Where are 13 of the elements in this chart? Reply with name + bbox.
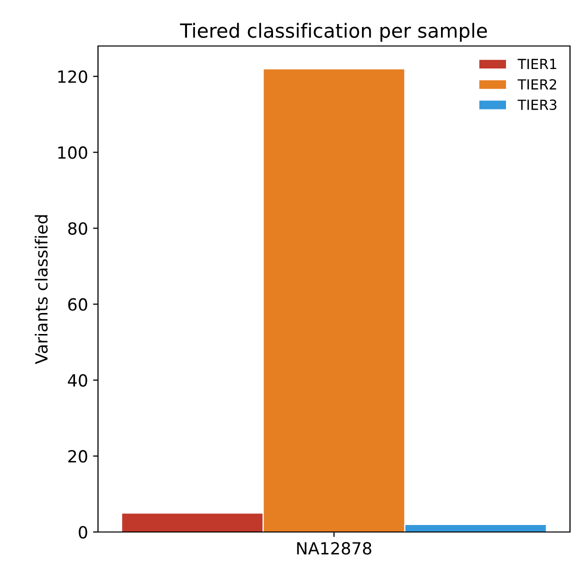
chart-title: Tiered classification per sample bbox=[180, 22, 487, 42]
y-tick-label: 20 bbox=[68, 450, 88, 463]
y-tick-label: 60 bbox=[68, 298, 88, 311]
y-axis-title: Variants classified bbox=[34, 215, 48, 364]
y-tick-label: 100 bbox=[58, 146, 88, 159]
legend-label: TIER1 bbox=[518, 58, 556, 70]
legend-label: TIER3 bbox=[518, 100, 556, 110]
y-tick-label: 120 bbox=[58, 70, 88, 83]
x-tick-label: NA12878 bbox=[297, 542, 372, 555]
y-tick-label: 80 bbox=[68, 222, 88, 235]
legend-label: TIER2 bbox=[518, 79, 556, 90]
y-tick-label: 40 bbox=[68, 374, 88, 387]
y-tick-label: 0 bbox=[78, 526, 88, 539]
